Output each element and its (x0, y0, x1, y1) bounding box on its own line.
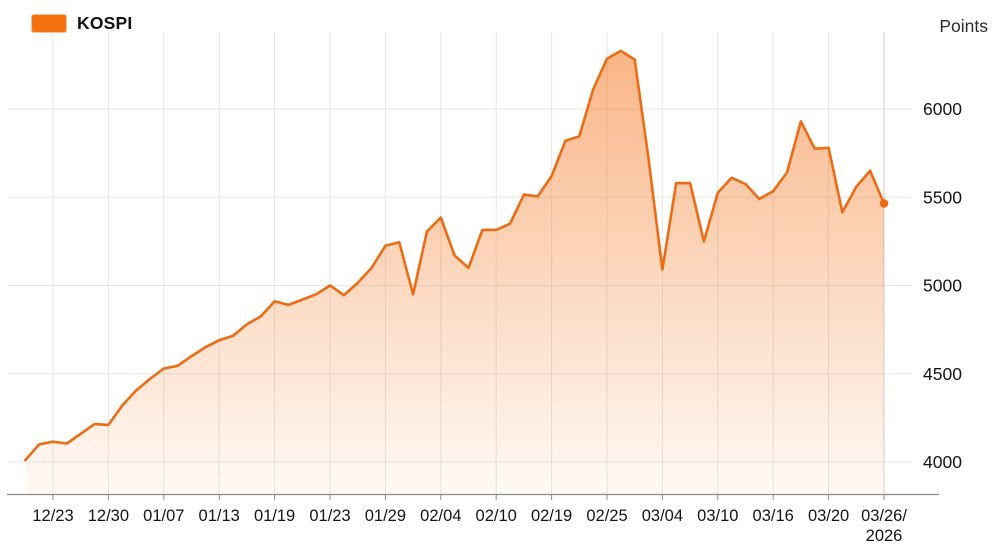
x-axis-label: 03/16 (753, 507, 794, 525)
x-axis-label: 01/23 (309, 507, 350, 525)
y-axis-label: 5000 (923, 276, 962, 296)
x-axis-label: 12/23 (32, 507, 73, 525)
x-axis-label: 01/07 (143, 507, 184, 525)
y-axis-unit-label: Points (939, 16, 988, 36)
x-axis-label: 02/25 (586, 507, 627, 525)
x-axis-label: 01/19 (254, 507, 295, 525)
x-axis-label: 02/10 (476, 507, 517, 525)
x-axis-label: 03/20 (808, 507, 849, 525)
y-axis-label: 4000 (923, 452, 962, 472)
kospi-line-series (24, 49, 886, 462)
x-axis-label: 03/10 (697, 507, 738, 525)
legend-swatch-icon (31, 14, 67, 33)
x-axis-label: 01/13 (199, 507, 240, 525)
last-point-marker (879, 199, 889, 208)
y-axis-label: 6000 (923, 99, 962, 119)
legend-label: KOSPI (77, 13, 133, 33)
x-axis-label: 02/19 (531, 507, 572, 525)
x-axis-label: 02/04 (420, 507, 461, 525)
y-axis-label: 5500 (923, 187, 962, 207)
kospi-area-fill (25, 50, 885, 495)
x-axis-label: 01/29 (365, 507, 406, 525)
x-axis-label: 12/30 (88, 507, 129, 525)
x-axis-label-year: 2026 (866, 527, 903, 545)
x-axis-label: 03/26/ (861, 507, 907, 525)
y-axis-label: 4500 (923, 364, 962, 384)
legend-item-kospi[interactable]: KOSPI (31, 13, 132, 34)
x-axis-label: 03/04 (642, 507, 683, 525)
